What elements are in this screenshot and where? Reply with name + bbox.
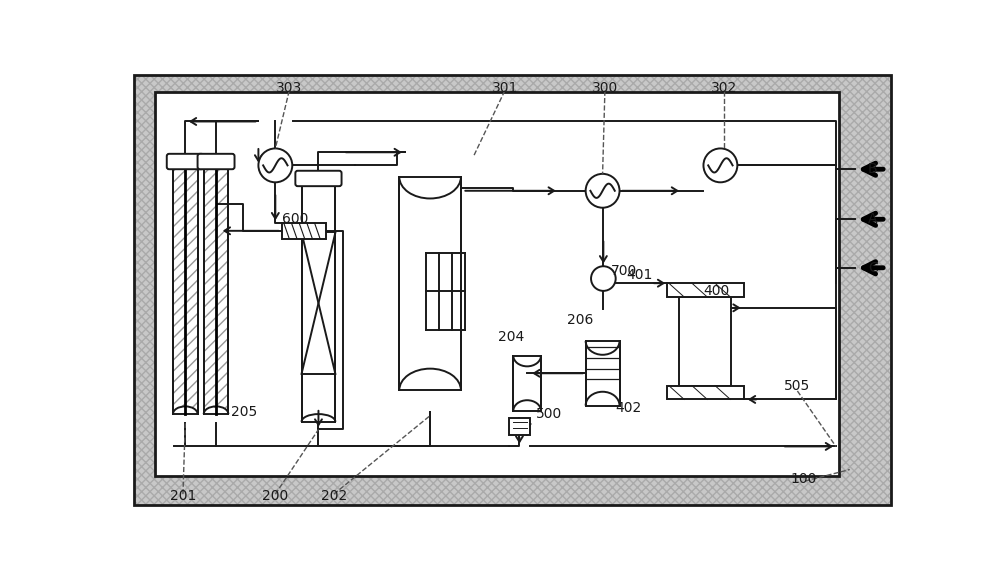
Circle shape (258, 149, 292, 183)
Text: 201: 201 (170, 490, 196, 503)
Bar (155, 92, 839, 476)
FancyBboxPatch shape (167, 154, 204, 169)
Text: 205: 205 (231, 405, 258, 419)
Text: 300: 300 (592, 81, 618, 94)
Bar (399, 177, 461, 390)
Bar (282, 223, 326, 238)
Wedge shape (513, 355, 541, 369)
Text: 505: 505 (784, 380, 811, 393)
Wedge shape (586, 341, 620, 358)
Text: 206: 206 (567, 313, 593, 327)
Circle shape (703, 149, 737, 183)
Text: 600: 600 (282, 213, 309, 226)
FancyBboxPatch shape (198, 154, 235, 169)
Text: C: C (868, 261, 878, 275)
Text: 204: 204 (498, 330, 524, 344)
Text: A: A (868, 213, 878, 226)
Wedge shape (173, 402, 198, 414)
Wedge shape (399, 177, 461, 208)
Text: B: B (868, 162, 878, 176)
Bar (174, 169, 197, 408)
Text: 402: 402 (615, 401, 641, 415)
Wedge shape (513, 397, 541, 411)
Bar (586, 341, 620, 406)
Text: 500: 500 (536, 407, 562, 421)
Bar (666, 283, 744, 297)
Bar (513, 355, 541, 411)
Bar (173, 168, 198, 414)
Bar (302, 185, 335, 422)
Bar (666, 385, 744, 399)
FancyBboxPatch shape (295, 170, 342, 186)
Wedge shape (204, 402, 228, 414)
Wedge shape (399, 359, 461, 390)
Wedge shape (586, 389, 620, 406)
Wedge shape (302, 405, 335, 422)
Text: 401: 401 (626, 268, 653, 282)
Circle shape (591, 266, 616, 291)
Bar (204, 168, 228, 414)
Bar (205, 169, 228, 408)
Text: 301: 301 (492, 81, 518, 94)
Circle shape (586, 174, 620, 208)
Text: 302: 302 (711, 81, 737, 94)
Text: 400: 400 (703, 284, 730, 298)
Text: 202: 202 (321, 490, 347, 503)
Text: 100: 100 (790, 472, 817, 486)
Bar (679, 297, 731, 385)
Text: 700: 700 (611, 264, 637, 278)
Bar (509, 418, 530, 435)
Text: 303: 303 (276, 81, 302, 94)
Text: 200: 200 (262, 490, 288, 503)
